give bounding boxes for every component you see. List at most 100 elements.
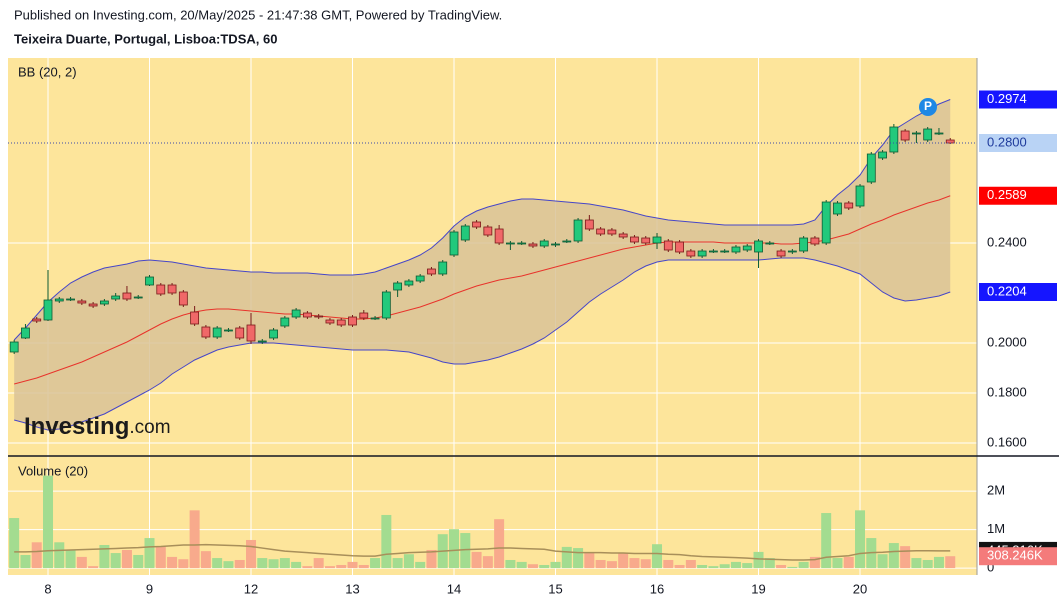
volume-bar: [246, 539, 257, 569]
volume-bar: [223, 561, 234, 569]
volume-bar: [99, 544, 110, 569]
volume-bar: [742, 563, 753, 569]
candle-body: [844, 202, 854, 209]
candle-body: [799, 237, 809, 252]
candle-body: [212, 327, 222, 338]
volume-bar: [212, 558, 223, 569]
candle-body: [133, 296, 143, 299]
candle-body: [551, 243, 560, 246]
volume-bar: [189, 510, 200, 569]
volume-bar: [133, 554, 144, 569]
candle-body: [167, 284, 177, 294]
candle-body: [787, 250, 797, 253]
candle-body: [280, 317, 290, 327]
candle-body: [314, 315, 324, 318]
candle-body: [21, 327, 30, 339]
volume-bar: [257, 558, 268, 569]
volume-bar: [809, 556, 820, 569]
pane-title: BB (20, 2): [18, 64, 77, 79]
volume-bar: [505, 559, 516, 569]
price-tag-label: 308.246K: [987, 548, 1043, 563]
candle-body: [652, 236, 662, 244]
volume-bar: [719, 564, 730, 569]
volume-bar: [764, 558, 775, 569]
symbol-line: Teixeira Duarte, Portugal, Lisboa:TDSA, …: [14, 31, 277, 46]
candle-body: [562, 240, 572, 243]
candle-body: [156, 284, 166, 295]
x-tick-label: 19: [751, 581, 765, 596]
y-tick-label: 2M: [987, 483, 1005, 498]
candle-body: [393, 282, 403, 291]
band-fill: [14, 99, 951, 430]
volume-bar: [821, 513, 832, 569]
candle-body: [517, 242, 527, 245]
volume-bar: [708, 566, 719, 569]
x-tick-label: 16: [650, 581, 664, 596]
volume-ma-line: [14, 543, 951, 561]
candle-body: [912, 132, 921, 135]
volume-bar: [730, 561, 741, 569]
volume-bar: [403, 554, 414, 569]
candle-body: [201, 326, 211, 338]
candle-body: [742, 245, 752, 251]
volume-bar: [652, 544, 663, 569]
x-tick-label: 8: [44, 581, 51, 596]
volume-bar: [449, 529, 460, 569]
volume-bar: [324, 566, 335, 569]
candle-body: [709, 250, 718, 253]
candle-body: [404, 280, 414, 286]
candle-body: [88, 303, 98, 307]
volume-bar: [798, 561, 809, 569]
candle-body: [776, 250, 786, 257]
volume-bar: [279, 558, 290, 569]
price-tag: [979, 547, 1057, 566]
y-tick-label: 0.1800: [987, 384, 1027, 399]
volume-bar: [561, 546, 572, 569]
x-tick-label: 9: [146, 581, 153, 596]
volume-bar: [888, 543, 899, 569]
candle-body: [810, 237, 820, 245]
band-line: [13, 99, 951, 341]
watermark-brand: Investing: [24, 413, 129, 440]
candle-body: [111, 295, 121, 300]
volume-bar: [460, 533, 471, 569]
candle-body: [438, 261, 448, 275]
candle-body: [697, 250, 707, 257]
volume-bar: [302, 566, 313, 569]
candle-body: [77, 300, 87, 304]
candle-body: [539, 240, 549, 247]
volume-bar: [753, 551, 764, 569]
candle-body: [99, 300, 109, 305]
band-line: [14, 195, 951, 385]
volume-bar: [776, 564, 787, 569]
candle-body: [269, 329, 278, 339]
candle-body: [900, 130, 910, 141]
candle-body: [596, 228, 606, 235]
volume-bar: [415, 561, 426, 569]
volume-bar: [482, 556, 493, 569]
price-tag: [979, 90, 1057, 109]
candle-body: [765, 242, 775, 245]
published-line: Published on Investing.com, 20/May/2025 …: [14, 7, 502, 22]
volume-bar: [9, 518, 20, 569]
volume-bar: [54, 542, 65, 569]
volume-bar: [618, 553, 629, 569]
candle-body: [821, 201, 831, 244]
candle-body: [472, 221, 481, 228]
candle-body: [415, 275, 425, 282]
candle-body: [246, 324, 256, 342]
volume-bar: [234, 559, 245, 569]
volume-bar: [606, 561, 617, 569]
volume-bar: [110, 553, 121, 569]
volume-bar: [516, 561, 527, 569]
price-tag-label: 0.2800: [987, 134, 1027, 149]
volume-bar: [370, 558, 381, 569]
marks: [8, 99, 977, 569]
watermark: Investing.com: [24, 413, 171, 440]
candle-body: [66, 298, 75, 301]
x-tick-label: 13: [345, 581, 359, 596]
candle-body: [618, 233, 628, 238]
volume-bar: [291, 561, 302, 569]
volume-bar: [584, 553, 595, 569]
